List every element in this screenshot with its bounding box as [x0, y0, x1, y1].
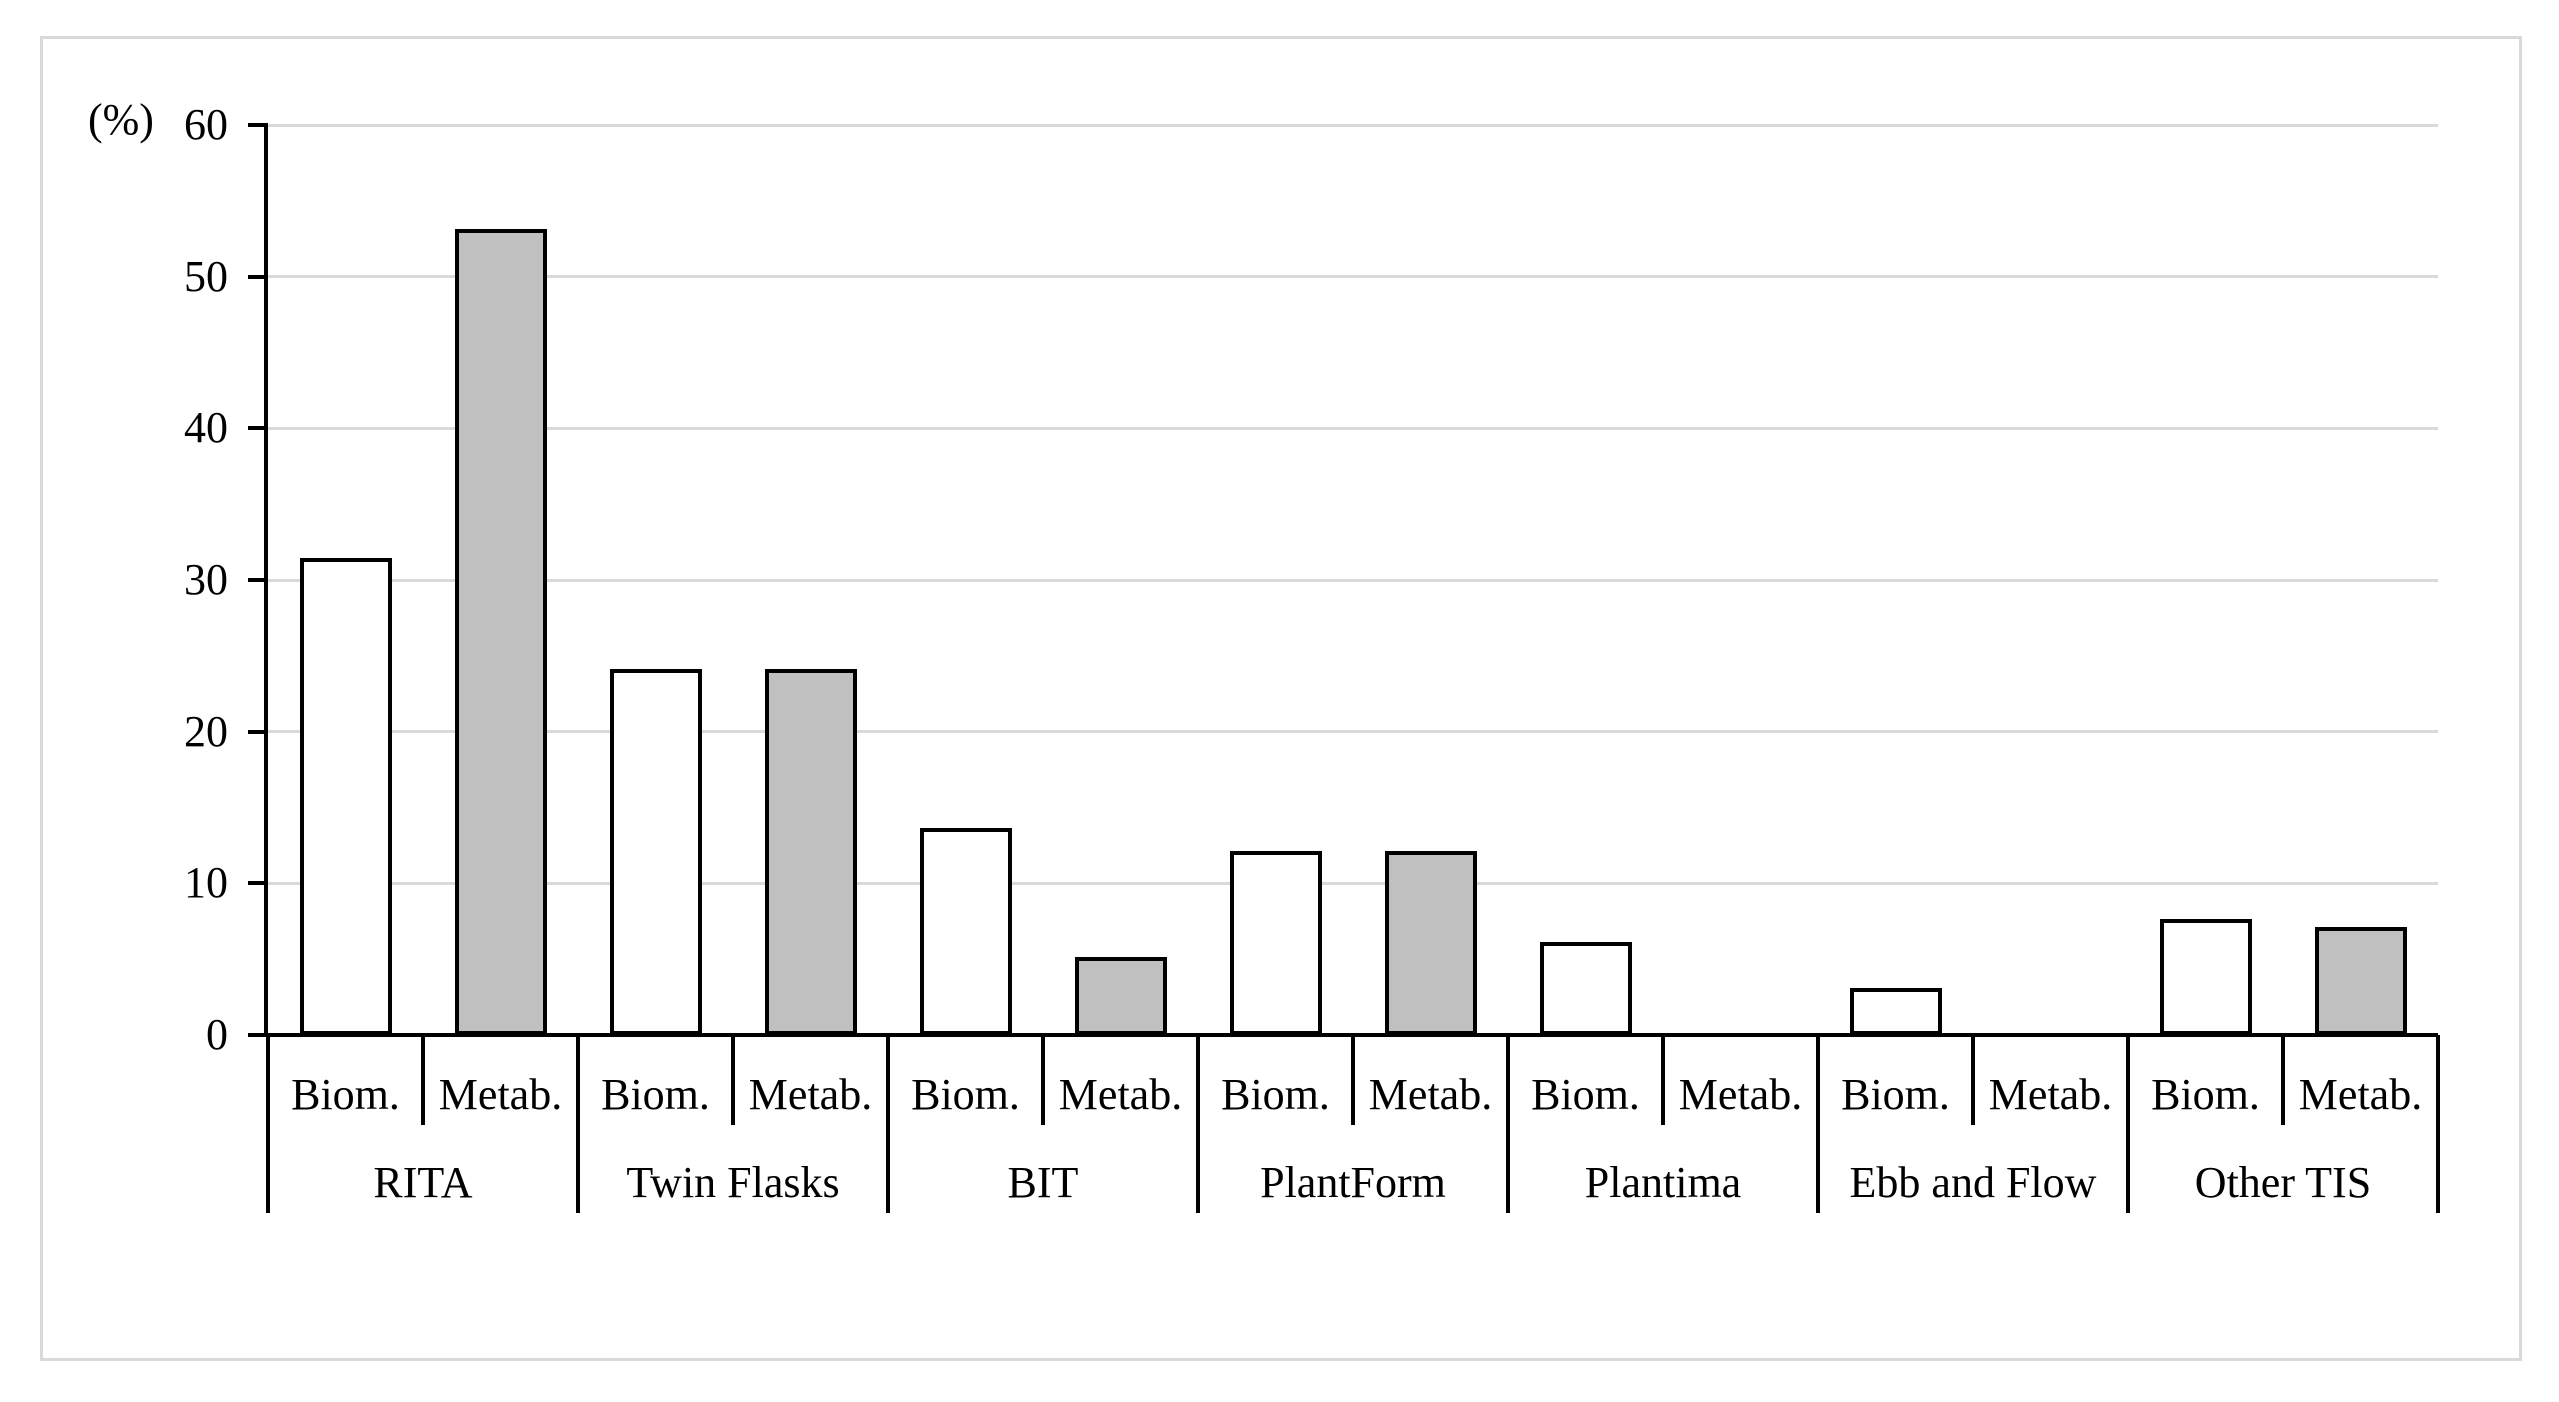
subcategory-label: Biom.	[601, 1070, 710, 1119]
y-tick	[248, 426, 268, 431]
subcategory-label: Metab.	[748, 1070, 873, 1119]
y-tick	[248, 881, 268, 886]
category-separator-major	[886, 1035, 890, 1213]
subcategory-label: Metab.	[438, 1070, 563, 1119]
y-gridline	[268, 881, 2438, 885]
y-gridline	[268, 123, 2438, 127]
subcategory-label: Biom.	[2151, 1070, 2260, 1119]
y-tick-label: 60	[184, 100, 228, 149]
category-separator-major	[576, 1035, 580, 1213]
y-tick	[248, 578, 268, 582]
bar-twin-flasks-biom	[609, 669, 702, 1035]
bar-bit-metab	[1074, 957, 1167, 1035]
y-gridline	[268, 426, 2438, 430]
category-separator-minor	[2281, 1035, 2285, 1125]
y-tick-label: 0	[206, 1010, 228, 1059]
group-label: BIT	[1007, 1158, 1079, 1207]
y-gridline	[268, 275, 2438, 279]
category-separator-major	[266, 1035, 270, 1213]
group-label: Ebb and Flow	[1849, 1158, 2097, 1207]
category-separator-major	[2126, 1035, 2130, 1213]
bar-other-tis-biom	[2159, 919, 2252, 1035]
category-separator-minor	[1041, 1035, 1045, 1125]
subcategory-label: Biom.	[1221, 1070, 1330, 1119]
subcategory-label: Metab.	[1058, 1070, 1183, 1119]
y-tick	[248, 729, 268, 734]
category-separator-minor	[1351, 1035, 1355, 1125]
subcategory-label: Metab.	[1368, 1070, 1493, 1119]
y-tick	[248, 1033, 268, 1037]
y-gridline	[268, 730, 2438, 734]
y-tick-label: 30	[184, 555, 228, 604]
y-tick	[248, 123, 268, 127]
y-tick-label: 10	[184, 858, 228, 908]
group-label: Other TIS	[2194, 1158, 2372, 1207]
subcategory-label: Metab.	[1678, 1070, 1803, 1119]
percent-axis-label: (%)	[88, 95, 154, 144]
bar-twin-flasks-metab	[764, 669, 857, 1035]
category-separator-major	[2436, 1035, 2440, 1213]
subcategory-label: Metab.	[2298, 1070, 2423, 1119]
bar-other-tis-metab	[2314, 926, 2407, 1035]
group-label: PlantForm	[1260, 1158, 1446, 1207]
bar-ebb-and-flow-biom	[1849, 987, 1942, 1035]
figure-border	[40, 36, 2522, 1361]
category-separator-major	[1196, 1035, 1200, 1213]
category-separator-major	[1506, 1035, 1510, 1213]
category-separator-minor	[1661, 1035, 1665, 1125]
bar-plantform-metab	[1384, 851, 1477, 1035]
subcategory-label: Biom.	[291, 1070, 400, 1119]
bar-rita-metab	[454, 229, 547, 1035]
y-tick-label: 50	[184, 251, 228, 301]
y-tick-label: 20	[184, 706, 228, 756]
group-label: Twin Flasks	[626, 1158, 840, 1207]
bar-rita-biom	[299, 558, 392, 1035]
bar-plantima-biom	[1539, 942, 1632, 1035]
y-tick-label: 40	[184, 403, 228, 453]
subcategory-label: Biom.	[1841, 1070, 1950, 1119]
y-tick	[248, 274, 268, 279]
bar-bit-biom	[919, 828, 1012, 1035]
subcategory-label: Biom.	[1531, 1070, 1640, 1119]
category-separator-minor	[1971, 1035, 1975, 1125]
category-separator-major	[1816, 1035, 1820, 1213]
subcategory-label: Biom.	[911, 1070, 1020, 1119]
group-label: RITA	[373, 1158, 473, 1207]
subcategory-label: Metab.	[1988, 1070, 2113, 1119]
bar-plantform-biom	[1229, 851, 1322, 1035]
y-gridline	[268, 578, 2438, 582]
group-label: Plantima	[1584, 1158, 1742, 1207]
category-separator-minor	[421, 1035, 425, 1125]
category-separator-minor	[731, 1035, 735, 1125]
